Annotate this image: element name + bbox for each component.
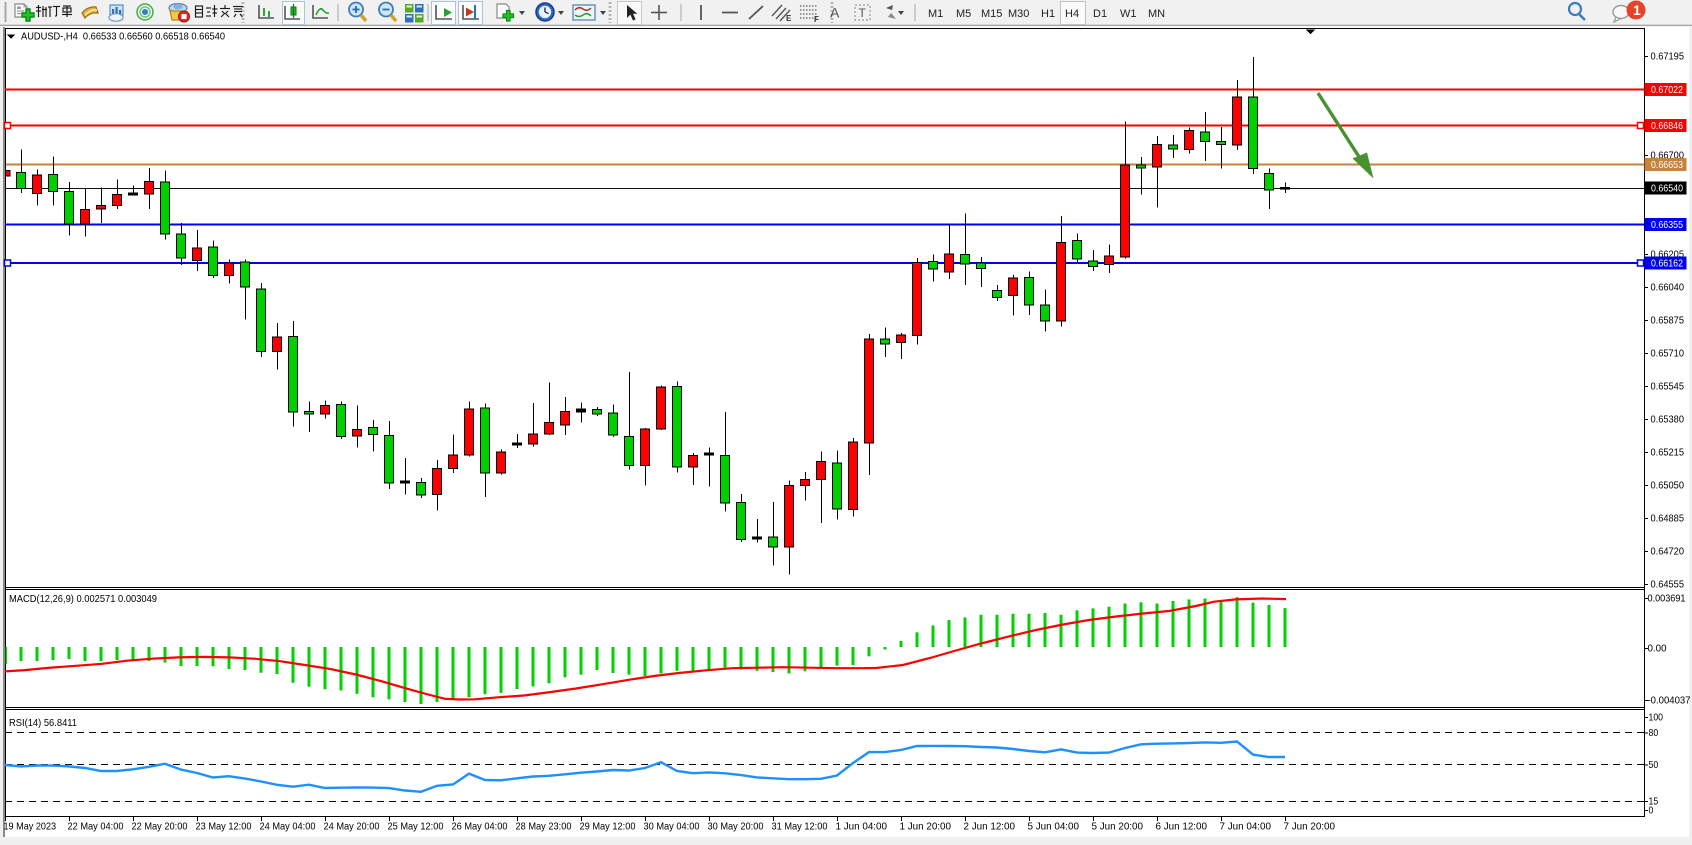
svg-text:28 May 23:00: 28 May 23:00	[516, 821, 572, 833]
svg-text:0.66540: 0.66540	[1651, 183, 1683, 195]
svg-text:0.64555: 0.64555	[1651, 579, 1685, 591]
svg-text:19 May 2023: 19 May 2023	[4, 821, 57, 833]
svg-text:0.003691: 0.003691	[1648, 593, 1686, 605]
svg-text:H4: H4	[1065, 8, 1079, 20]
svg-text:E: E	[786, 14, 792, 23]
svg-text:31 May 12:00: 31 May 12:00	[772, 821, 828, 833]
svg-text:MACD(12,26,9) 0.002571 0.00304: MACD(12,26,9) 0.002571 0.003049	[9, 593, 157, 605]
svg-text:AUDUSD-,H4 0.66533 0.66560 0.: AUDUSD-,H4 0.66533 0.66560 0.66518 0.665…	[21, 31, 225, 43]
svg-text:0.64720: 0.64720	[1651, 546, 1685, 558]
svg-text:50: 50	[1649, 759, 1659, 771]
svg-text:22 May 20:00: 22 May 20:00	[132, 821, 188, 833]
svg-text:100: 100	[1649, 712, 1664, 724]
svg-text:26 May 04:00: 26 May 04:00	[452, 821, 508, 833]
svg-text:0: 0	[1649, 805, 1654, 817]
svg-text:30 May 20:00: 30 May 20:00	[708, 821, 764, 833]
svg-text:0.64885: 0.64885	[1651, 513, 1685, 525]
svg-text:A: A	[830, 5, 840, 21]
svg-text:T: T	[859, 6, 867, 20]
svg-text:0.65380: 0.65380	[1651, 414, 1685, 426]
svg-text:0.66846: 0.66846	[1651, 120, 1683, 132]
svg-text:D1: D1	[1093, 8, 1107, 20]
svg-text:30 May 04:00: 30 May 04:00	[644, 821, 700, 833]
svg-text:7 Jun 20:00: 7 Jun 20:00	[1284, 821, 1336, 833]
svg-text:1 Jun 20:00: 1 Jun 20:00	[900, 821, 952, 833]
svg-text:7 Jun 04:00: 7 Jun 04:00	[1220, 821, 1272, 833]
svg-text:0.65875: 0.65875	[1651, 315, 1685, 327]
svg-text:1 Jun 04:00: 1 Jun 04:00	[836, 821, 888, 833]
svg-text:M15: M15	[981, 8, 1002, 20]
svg-text:25 May 12:00: 25 May 12:00	[388, 821, 444, 833]
svg-text:22 May 04:00: 22 May 04:00	[68, 821, 124, 833]
svg-text:6 Jun 12:00: 6 Jun 12:00	[1156, 821, 1208, 833]
svg-text:80: 80	[1649, 727, 1659, 739]
svg-text:29 May 12:00: 29 May 12:00	[580, 821, 636, 833]
svg-text:0.67195: 0.67195	[1651, 51, 1685, 63]
svg-text:RSI(14) 56.8411: RSI(14) 56.8411	[9, 717, 77, 729]
svg-text:1: 1	[1633, 2, 1641, 18]
svg-text:M30: M30	[1008, 8, 1029, 20]
svg-text:2 Jun 12:00: 2 Jun 12:00	[964, 821, 1016, 833]
svg-text:H1: H1	[1041, 8, 1055, 20]
svg-text:24 May 04:00: 24 May 04:00	[260, 821, 316, 833]
svg-text:0.66040: 0.66040	[1651, 282, 1685, 294]
svg-text:0.67022: 0.67022	[1651, 84, 1683, 96]
svg-text:15: 15	[1649, 796, 1659, 808]
svg-text:5 Jun 20:00: 5 Jun 20:00	[1092, 821, 1144, 833]
svg-text:0.66162: 0.66162	[1651, 258, 1683, 270]
svg-text:W1: W1	[1120, 8, 1137, 20]
svg-text:0.66355: 0.66355	[1651, 219, 1683, 231]
svg-text:M1: M1	[928, 8, 943, 20]
svg-text:24 May 20:00: 24 May 20:00	[324, 821, 380, 833]
svg-text:F: F	[814, 15, 819, 24]
svg-text:0.65050: 0.65050	[1651, 480, 1685, 492]
svg-text:5 Jun 04:00: 5 Jun 04:00	[1028, 821, 1080, 833]
svg-text:M5: M5	[956, 8, 971, 20]
svg-text:0.00: 0.00	[1648, 643, 1667, 655]
svg-text:0.65710: 0.65710	[1651, 348, 1685, 360]
svg-text:0.66653: 0.66653	[1651, 159, 1683, 171]
svg-text:-0.004037: -0.004037	[1648, 695, 1691, 707]
svg-text:MN: MN	[1148, 8, 1165, 20]
svg-text:23 May 12:00: 23 May 12:00	[196, 821, 252, 833]
svg-text:0.65545: 0.65545	[1651, 381, 1685, 393]
svg-text:0.65215: 0.65215	[1651, 447, 1685, 459]
